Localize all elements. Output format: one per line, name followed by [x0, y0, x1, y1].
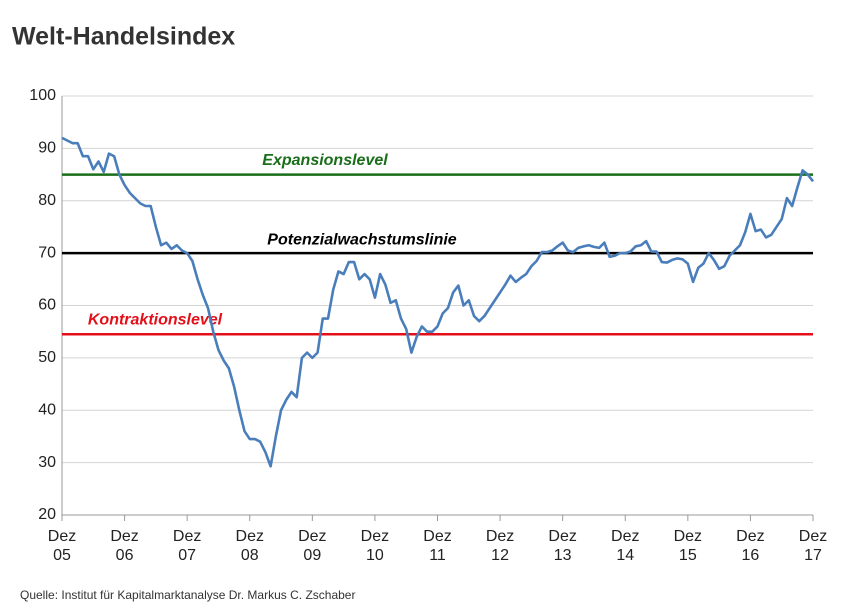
- x-tick-label: Dez 16: [736, 528, 765, 564]
- x-tick-label: Dez 17: [798, 528, 828, 564]
- y-tick-label: 90: [38, 140, 56, 157]
- x-tick-label: Dez 05: [47, 528, 77, 564]
- x-tick-label: Dez 10: [360, 528, 390, 564]
- x-tick-label: Dez 11: [423, 528, 452, 564]
- x-tick-label: Dez 06: [110, 528, 139, 564]
- x-tick-label: Dez 09: [298, 528, 327, 564]
- data-line: [61, 136, 815, 468]
- y-tick-label: 80: [38, 192, 56, 209]
- y-tick-label: 30: [38, 454, 56, 471]
- source: Quelle: Institut für Kapitalmarktanalyse…: [20, 588, 355, 602]
- y-tick-label: 100: [29, 87, 56, 104]
- x-tick-label: Dez 08: [235, 528, 264, 564]
- x-tick-label: Dez 07: [172, 528, 202, 564]
- reference-label: Kontraktionslevel: [88, 312, 223, 329]
- y-tick-label: 50: [38, 349, 56, 366]
- x-tick-label: Dez 14: [611, 528, 640, 564]
- y-tick-label: 70: [38, 244, 56, 261]
- y-tick-label: 60: [38, 297, 56, 314]
- y-tick-label: 20: [38, 506, 56, 523]
- chart-title: Welt-Handelsindex: [12, 23, 235, 51]
- y-tick-label: 40: [38, 401, 56, 418]
- reference-label: Potenzialwachstumslinie: [267, 231, 456, 248]
- x-tick-label: Dez 12: [485, 528, 515, 564]
- x-tick-label: Dez 13: [548, 528, 577, 564]
- reference-label: Expansionslevel: [262, 152, 388, 169]
- x-tick-label: Dez 15: [673, 528, 703, 564]
